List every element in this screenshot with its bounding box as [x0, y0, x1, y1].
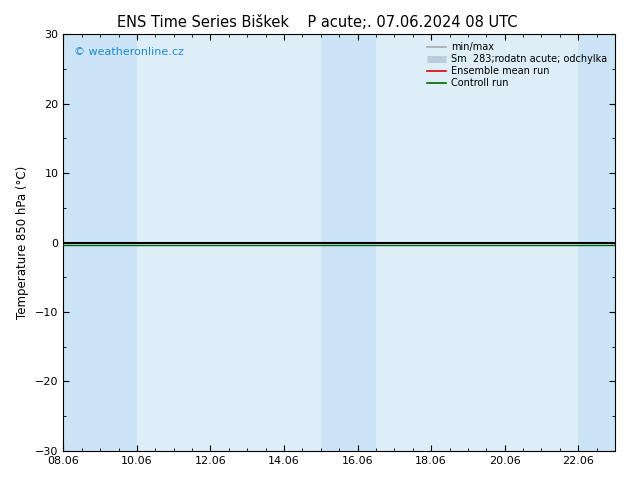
Legend: min/max, Sm  283;rodatn acute; odchylka, Ensemble mean run, Controll run: min/max, Sm 283;rodatn acute; odchylka, …: [424, 39, 610, 91]
Text: ENS Time Series Biškek    P acute;. 07.06.2024 08 UTC: ENS Time Series Biškek P acute;. 07.06.2…: [117, 15, 517, 30]
Bar: [578, 34, 615, 451]
Bar: [63, 34, 137, 451]
Y-axis label: Temperature 850 hPa (°C): Temperature 850 hPa (°C): [16, 166, 30, 319]
Text: © weatheronline.cz: © weatheronline.cz: [74, 47, 184, 57]
Bar: [321, 34, 376, 451]
